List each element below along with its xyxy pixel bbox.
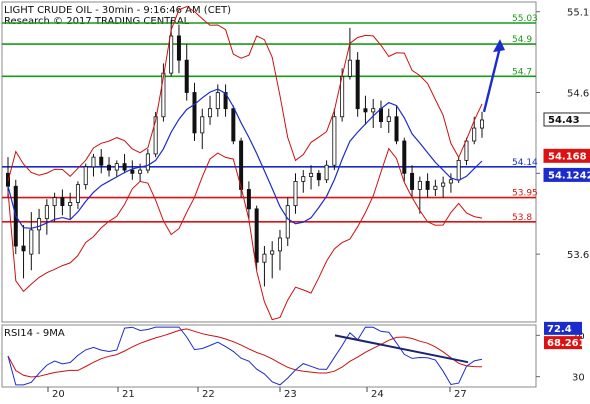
support-level-label: 53.95 (512, 189, 538, 199)
price-y-tick-label: 54.6 (567, 89, 589, 100)
candle-body (145, 153, 150, 171)
support-level-label: 53.8 (512, 213, 532, 223)
candle-body (60, 197, 65, 207)
candle-body (176, 35, 181, 61)
candle-body (107, 164, 112, 171)
candle-body (246, 189, 251, 210)
rsi-y-tick-label: 30 (572, 373, 585, 384)
candle-body (231, 108, 236, 142)
candle-body (223, 92, 228, 110)
last-price-marker-box (543, 112, 590, 127)
candle-body (192, 92, 197, 134)
ma-blue-marker-label: 54.1242 (548, 170, 590, 181)
last-price-marker-label: 54.43 (548, 115, 580, 126)
candle-body (371, 108, 376, 113)
rsi-value-label: 68.261 (547, 338, 586, 349)
candle-body (293, 180, 298, 207)
candle-body (402, 140, 407, 174)
x-tick-label: 21 (122, 389, 135, 400)
candle-body (200, 116, 205, 134)
projection-arrow-shaft (482, 46, 502, 113)
candle-body (138, 169, 143, 174)
candle-body (472, 127, 477, 142)
candle-body (114, 163, 119, 171)
candle-body (332, 116, 337, 166)
candle-body (29, 229, 34, 255)
candle-body (417, 180, 422, 190)
candle-body (378, 108, 383, 122)
candle-body (153, 116, 158, 155)
candle-body (479, 119, 484, 129)
chart-subtitle: Research © 2017 TRADING CENTRAL (4, 16, 190, 27)
candle-body (425, 180, 430, 190)
candle-body (270, 250, 275, 255)
x-tick-label: 22 (202, 389, 215, 400)
resistance-level-label: 54.9 (512, 35, 532, 45)
x-tick-label: 27 (454, 389, 467, 400)
candle-body (324, 164, 329, 181)
candle-body (285, 205, 290, 239)
candle-body (21, 245, 26, 252)
candle-body (386, 116, 391, 122)
candle-body (347, 59, 352, 77)
candle-body (433, 185, 438, 190)
candle-body (44, 205, 49, 219)
x-tick-label: 20 (52, 389, 65, 400)
rsi-value-box (544, 321, 582, 335)
candle-body (68, 202, 73, 207)
ma-blue-marker-box (543, 167, 590, 182)
candle-body (309, 172, 314, 177)
candle-body (91, 156, 96, 168)
ma-red-marker-label: 54.168 (548, 151, 587, 162)
candle-body (410, 172, 415, 190)
rsi-ma-line (7, 328, 483, 378)
candle-body (441, 182, 446, 187)
bollinger-upper (7, 6, 483, 182)
candle-body (456, 159, 461, 181)
chart-title: LIGHT CRUDE OIL - 30min - 9:16:46 AM (CE… (4, 5, 231, 16)
candle-body (301, 176, 306, 182)
projection-arrow-head (493, 39, 505, 53)
x-tick-label: 23 (284, 389, 297, 400)
candle-body (394, 116, 399, 142)
candle-body (262, 253, 267, 263)
candle-body (254, 208, 259, 263)
rsi-value-label: 72.4 (547, 324, 572, 335)
price-y-tick-label: 55.1 (567, 8, 589, 19)
bollinger-lower (7, 147, 483, 321)
candle-body (99, 156, 104, 166)
candle-body (37, 218, 42, 231)
rsi-value-box (544, 336, 582, 350)
resistance-level-label: 54.7 (512, 67, 532, 77)
candle-body (122, 163, 127, 171)
ma-red-marker-box (543, 148, 590, 163)
rsi-panel-frame (1, 324, 537, 388)
price-panel-frame (1, 1, 537, 323)
candle-body (355, 59, 360, 110)
candle-body (316, 172, 321, 181)
pivot-level-label: 54.14 (512, 158, 538, 168)
moving-average-line (7, 88, 483, 229)
candle-body (448, 179, 453, 184)
resistance-level-label: 55.03 (512, 14, 538, 24)
candle-body (464, 140, 469, 161)
rsi-line (7, 326, 483, 386)
candle-body (83, 166, 88, 186)
candle-body (277, 237, 282, 252)
price-y-tick-label: 53.6 (567, 250, 589, 261)
candle-body (161, 72, 166, 118)
candle-body (130, 169, 135, 174)
candle-body (363, 108, 368, 113)
candle-body (52, 197, 57, 207)
candle-body (75, 184, 80, 203)
candle-body (208, 108, 213, 118)
rsi-title: RSI14 - 9MA (4, 328, 65, 339)
candle-body (184, 59, 189, 93)
candle-body (169, 35, 174, 74)
candle-body (215, 92, 220, 110)
rsi-trendline (334, 334, 469, 364)
x-tick-label: 24 (371, 389, 384, 400)
